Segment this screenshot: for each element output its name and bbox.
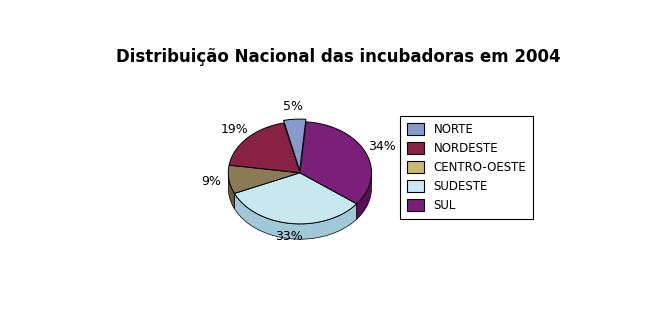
Text: 5%: 5%: [283, 100, 304, 113]
Polygon shape: [284, 119, 306, 170]
Polygon shape: [300, 122, 372, 204]
Text: 9%: 9%: [201, 175, 221, 188]
Text: Distribuição Nacional das incubadoras em 2004: Distribuição Nacional das incubadoras em…: [116, 47, 560, 65]
Polygon shape: [234, 173, 357, 224]
Text: 34%: 34%: [368, 140, 395, 153]
Polygon shape: [229, 123, 300, 173]
Legend: NORTE, NORDESTE, CENTRO-OESTE, SUDESTE, SUL: NORTE, NORDESTE, CENTRO-OESTE, SUDESTE, …: [401, 116, 533, 219]
Polygon shape: [234, 194, 357, 239]
Polygon shape: [228, 165, 300, 194]
Text: 19%: 19%: [220, 123, 248, 136]
Polygon shape: [228, 173, 234, 209]
Text: 33%: 33%: [275, 230, 303, 243]
Polygon shape: [357, 173, 372, 219]
